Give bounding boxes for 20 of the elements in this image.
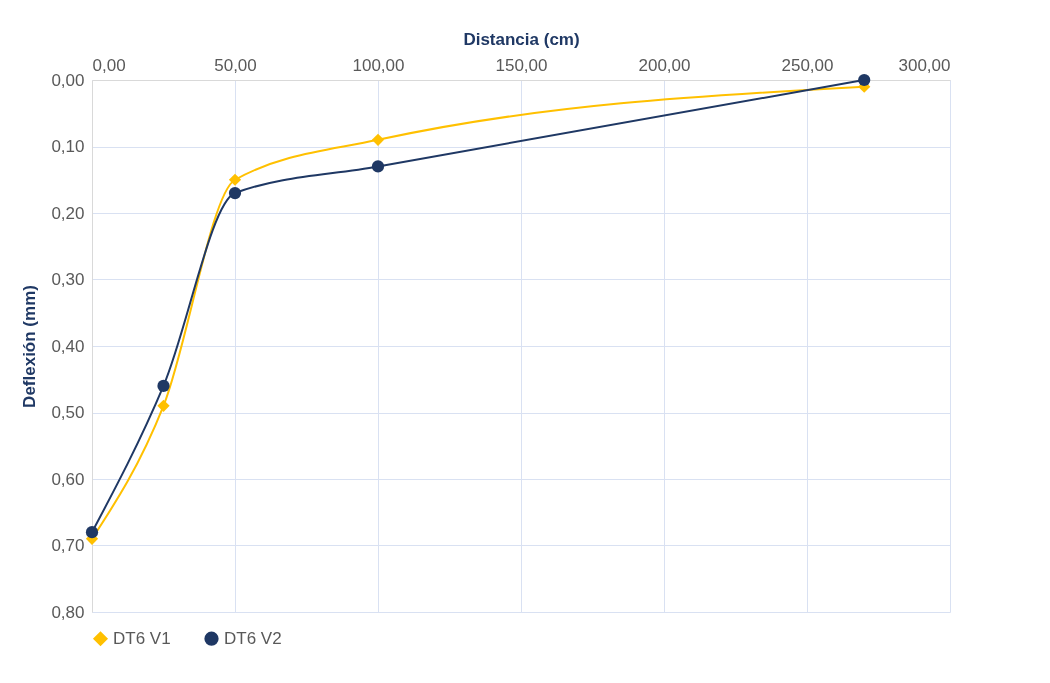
- y-tick-label: 0,40: [51, 336, 85, 356]
- x-tick-label: 150,00: [495, 55, 548, 75]
- y-tick-label: 0,80: [51, 602, 85, 622]
- y-tick-label: 0,30: [51, 270, 85, 289]
- y-tick-label: 0,70: [51, 536, 85, 555]
- x-tick-label: 0,00: [92, 55, 126, 75]
- y-tick-label: 0,50: [51, 403, 85, 422]
- y-tick-label: 0,20: [51, 203, 85, 223]
- y-axis-title: Deflexión (mm): [20, 285, 40, 408]
- x-tick-label: 250,00: [781, 55, 834, 75]
- x-tick-label: 50,00: [214, 55, 257, 75]
- y-tick-label: 0,10: [51, 137, 85, 156]
- x-tick-label: 200,00: [638, 55, 691, 75]
- x-tick-label: 100,00: [352, 55, 405, 75]
- y-tick-label: 0,60: [51, 469, 85, 489]
- x-tick-label: 300,00: [898, 55, 951, 75]
- legend-label: DT6 V2: [224, 628, 282, 648]
- x-axis-title: Distancia (cm): [463, 29, 580, 49]
- legend-label: DT6 V1: [113, 628, 171, 648]
- y-tick-label: 0,00: [51, 70, 85, 90]
